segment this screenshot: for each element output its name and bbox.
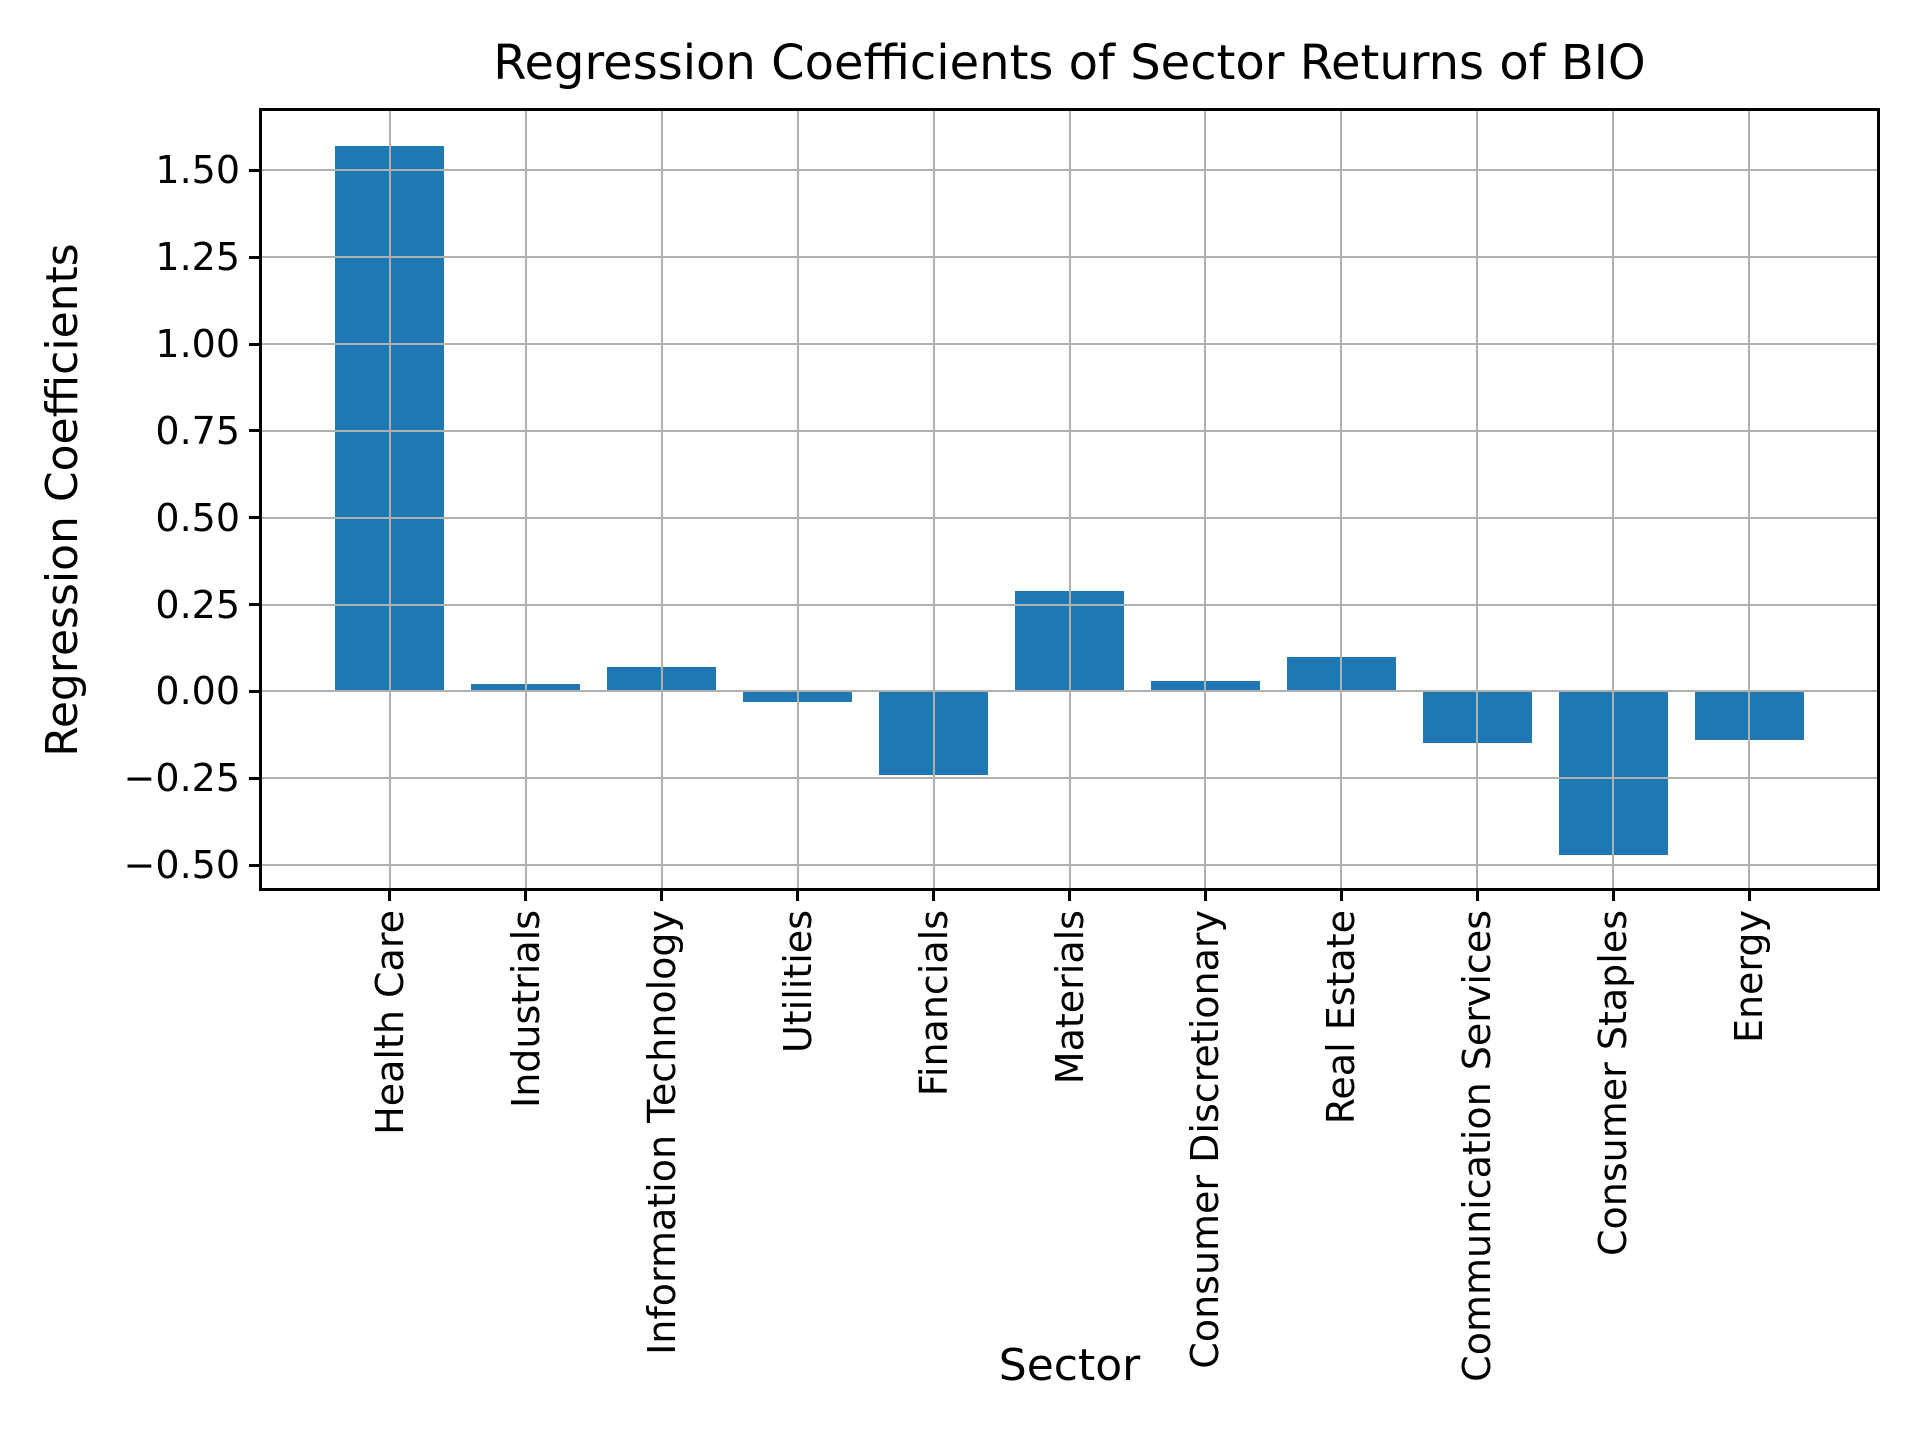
gridline-vertical [1068,111,1071,888]
gridline-vertical [1612,111,1615,888]
y-tick-label: 1.25 [155,235,240,280]
y-tick-label: 0.75 [155,408,240,453]
x-tick-label-consumer-staples: Consumer Staples [1591,910,1636,1257]
x-tick-mark [1611,890,1615,901]
x-tick-mark [524,890,528,901]
x-tick-label-energy: Energy [1727,910,1772,1044]
plot-area [259,108,1880,891]
gridline-vertical [796,111,799,888]
y-tick-label: 0.00 [155,669,240,714]
y-tick-label: 1.50 [155,148,240,193]
x-tick-label-materials: Materials [1047,910,1092,1085]
y-tick-mark [249,603,260,607]
y-tick-label: 0.50 [155,495,240,540]
y-tick-label: −0.25 [123,756,240,801]
x-tick-label-real-estate: Real Estate [1319,910,1364,1125]
y-tick-mark [249,429,260,433]
y-tick-label: 1.00 [155,322,240,367]
y-tick-mark [249,342,260,346]
x-tick-mark [388,890,392,901]
x-tick-mark [1203,890,1207,901]
gridline-vertical [1748,111,1751,888]
y-tick-mark [249,168,260,172]
gridline-vertical [660,111,663,888]
x-tick-mark [1068,890,1071,901]
y-tick-label: −0.50 [123,843,240,888]
x-tick-label-financials: Financials [911,910,956,1097]
x-tick-mark [796,890,800,901]
gridline-vertical [932,111,935,888]
y-tick-mark [249,516,260,520]
y-tick-mark [249,689,260,693]
gridline-vertical [524,111,527,888]
x-tick-mark [932,890,936,901]
y-tick-mark [249,776,260,780]
x-tick-mark [1339,890,1343,901]
x-tick-label-information-technology: Information Technology [639,910,684,1355]
gridline-vertical [1340,111,1343,888]
y-axis-label: Regression Coefficients [37,243,88,757]
x-tick-mark [660,890,664,901]
y-tick-mark [249,863,260,867]
x-axis-label: Sector [998,1340,1141,1391]
x-tick-label-health-care: Health Care [367,910,412,1135]
y-tick-mark [249,255,260,259]
chart-title: Regression Coefficients of Sector Return… [493,35,1646,91]
x-tick-mark [1747,890,1751,901]
gridline-vertical [388,111,391,888]
gridline-vertical [1204,111,1207,888]
x-tick-label-industrials: Industrials [503,910,548,1109]
y-tick-label: 0.25 [155,582,240,627]
x-tick-label-consumer-discretionary: Consumer Discretionary [1183,910,1228,1369]
x-tick-mark [1475,890,1479,901]
x-tick-label-utilities: Utilities [775,910,820,1054]
x-tick-label-communication-services: Communication Services [1455,910,1500,1382]
gridline-vertical [1476,111,1479,888]
